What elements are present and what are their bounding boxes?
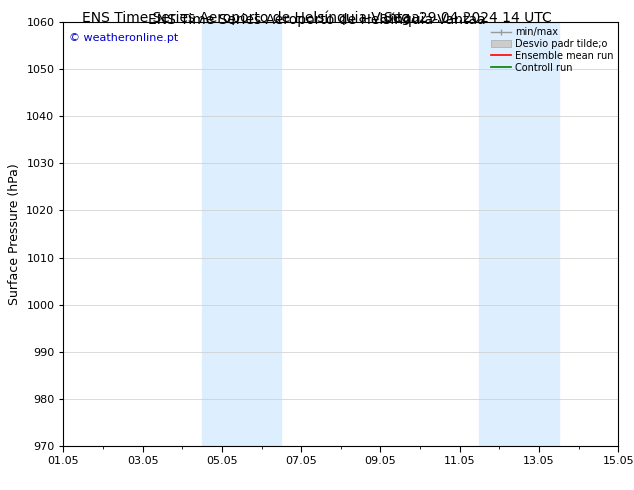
Text: Seg. 29.04.2024 14 UTC: Seg. 29.04.2024 14 UTC <box>384 11 552 25</box>
Text: ENS Time Series Aeroporto de Helsínquia-Vantaa: ENS Time Series Aeroporto de Helsínquia-… <box>82 11 420 25</box>
Text: ENS Time Series Aeroporto de Helsínquia-Vantaa: ENS Time Series Aeroporto de Helsínquia-… <box>148 12 486 27</box>
Text: © weatheronline.pt: © weatheronline.pt <box>69 33 178 43</box>
Bar <box>479 22 559 446</box>
Legend: min/max, Desvio padr tilde;o, Ensemble mean run, Controll run: min/max, Desvio padr tilde;o, Ensemble m… <box>489 25 615 74</box>
Y-axis label: Surface Pressure (hPa): Surface Pressure (hPa) <box>8 163 21 305</box>
Bar <box>202 22 281 446</box>
